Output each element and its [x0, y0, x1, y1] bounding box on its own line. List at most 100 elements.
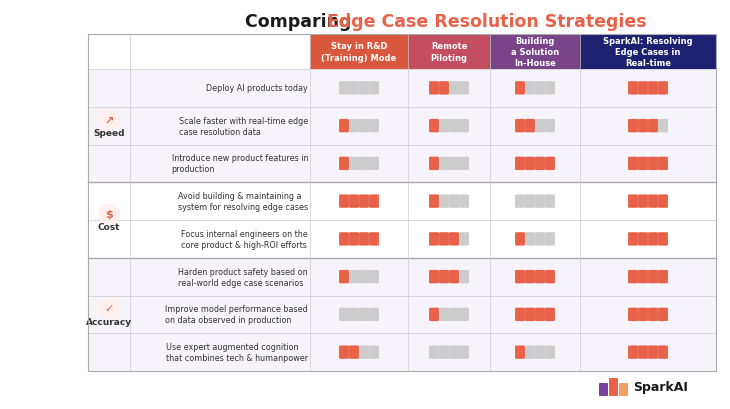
FancyBboxPatch shape — [648, 346, 658, 359]
FancyBboxPatch shape — [449, 270, 459, 283]
FancyBboxPatch shape — [658, 308, 668, 321]
FancyBboxPatch shape — [648, 270, 658, 283]
FancyBboxPatch shape — [439, 308, 449, 321]
FancyBboxPatch shape — [515, 82, 525, 95]
FancyBboxPatch shape — [638, 270, 648, 283]
FancyBboxPatch shape — [449, 195, 459, 208]
FancyBboxPatch shape — [449, 82, 459, 95]
FancyBboxPatch shape — [359, 270, 369, 283]
FancyBboxPatch shape — [459, 346, 469, 359]
FancyBboxPatch shape — [439, 120, 449, 133]
FancyBboxPatch shape — [638, 233, 648, 246]
FancyBboxPatch shape — [648, 308, 658, 321]
Text: Remote
Piloting: Remote Piloting — [431, 43, 467, 63]
FancyBboxPatch shape — [525, 308, 535, 321]
FancyBboxPatch shape — [339, 308, 349, 321]
FancyBboxPatch shape — [628, 120, 638, 133]
FancyBboxPatch shape — [359, 120, 369, 133]
FancyBboxPatch shape — [429, 157, 439, 171]
FancyBboxPatch shape — [628, 233, 638, 246]
FancyBboxPatch shape — [359, 195, 369, 208]
FancyBboxPatch shape — [658, 346, 668, 359]
FancyBboxPatch shape — [349, 308, 359, 321]
FancyBboxPatch shape — [619, 383, 628, 396]
Text: ↗: ↗ — [104, 115, 114, 125]
FancyBboxPatch shape — [349, 82, 359, 95]
Bar — [88, 258, 716, 371]
FancyBboxPatch shape — [515, 270, 525, 283]
Text: Scale faster with real-time edge
case resolution data: Scale faster with real-time edge case re… — [179, 116, 308, 136]
Bar — [88, 70, 716, 183]
Text: ✓: ✓ — [104, 303, 114, 314]
FancyBboxPatch shape — [369, 270, 379, 283]
FancyBboxPatch shape — [429, 195, 439, 208]
FancyBboxPatch shape — [638, 195, 648, 208]
FancyBboxPatch shape — [439, 82, 449, 95]
Bar — [490, 35, 580, 70]
Text: SparkAI: SparkAI — [633, 380, 688, 393]
FancyBboxPatch shape — [339, 157, 349, 171]
FancyBboxPatch shape — [535, 195, 545, 208]
FancyBboxPatch shape — [369, 82, 379, 95]
Bar — [88, 183, 716, 258]
FancyBboxPatch shape — [429, 270, 439, 283]
FancyBboxPatch shape — [459, 308, 469, 321]
FancyBboxPatch shape — [535, 346, 545, 359]
FancyBboxPatch shape — [545, 270, 555, 283]
FancyBboxPatch shape — [658, 157, 668, 171]
FancyBboxPatch shape — [439, 195, 449, 208]
Text: Deploy AI products today: Deploy AI products today — [207, 84, 308, 93]
Text: Stay in R&D
(Training) Mode: Stay in R&D (Training) Mode — [321, 43, 396, 63]
FancyBboxPatch shape — [648, 82, 658, 95]
FancyBboxPatch shape — [628, 270, 638, 283]
FancyBboxPatch shape — [638, 346, 648, 359]
FancyBboxPatch shape — [429, 308, 439, 321]
FancyBboxPatch shape — [459, 82, 469, 95]
FancyBboxPatch shape — [525, 233, 535, 246]
FancyBboxPatch shape — [638, 308, 648, 321]
FancyBboxPatch shape — [359, 308, 369, 321]
Circle shape — [99, 299, 119, 319]
FancyBboxPatch shape — [515, 195, 525, 208]
Text: Comparing: Comparing — [245, 13, 358, 31]
FancyBboxPatch shape — [545, 82, 555, 95]
FancyBboxPatch shape — [658, 82, 668, 95]
Text: Harden product safety based on
real-world edge case scenarios: Harden product safety based on real-worl… — [178, 267, 308, 287]
Text: Building
a Solution
In-House: Building a Solution In-House — [511, 37, 559, 68]
FancyBboxPatch shape — [339, 195, 349, 208]
Text: Avoid building & maintaining a
system for resolving edge cases: Avoid building & maintaining a system fo… — [178, 191, 308, 212]
FancyBboxPatch shape — [638, 120, 648, 133]
Text: Cost: Cost — [98, 223, 120, 232]
FancyBboxPatch shape — [535, 233, 545, 246]
FancyBboxPatch shape — [535, 120, 545, 133]
FancyBboxPatch shape — [628, 346, 638, 359]
FancyBboxPatch shape — [599, 383, 608, 396]
FancyBboxPatch shape — [349, 270, 359, 283]
FancyBboxPatch shape — [628, 82, 638, 95]
FancyBboxPatch shape — [648, 233, 658, 246]
FancyBboxPatch shape — [369, 346, 379, 359]
Text: Edge Case Resolution Strategies: Edge Case Resolution Strategies — [327, 13, 647, 31]
Text: SparkAI: Resolving
Edge Cases in
Real-time: SparkAI: Resolving Edge Cases in Real-ti… — [603, 37, 693, 68]
Text: Accuracy: Accuracy — [86, 317, 132, 326]
FancyBboxPatch shape — [449, 346, 459, 359]
FancyBboxPatch shape — [339, 82, 349, 95]
FancyBboxPatch shape — [535, 308, 545, 321]
FancyBboxPatch shape — [339, 233, 349, 246]
FancyBboxPatch shape — [648, 120, 658, 133]
FancyBboxPatch shape — [459, 270, 469, 283]
FancyBboxPatch shape — [359, 233, 369, 246]
FancyBboxPatch shape — [369, 120, 379, 133]
FancyBboxPatch shape — [449, 233, 459, 246]
FancyBboxPatch shape — [525, 157, 535, 171]
Text: Use expert augmented cognition
that combines tech & humanpower: Use expert augmented cognition that comb… — [166, 342, 308, 362]
FancyBboxPatch shape — [658, 270, 668, 283]
FancyBboxPatch shape — [339, 120, 349, 133]
Text: $: $ — [105, 209, 113, 220]
FancyBboxPatch shape — [515, 233, 525, 246]
FancyBboxPatch shape — [648, 157, 658, 171]
FancyBboxPatch shape — [515, 120, 525, 133]
FancyBboxPatch shape — [369, 157, 379, 171]
FancyBboxPatch shape — [349, 233, 359, 246]
FancyBboxPatch shape — [449, 120, 459, 133]
